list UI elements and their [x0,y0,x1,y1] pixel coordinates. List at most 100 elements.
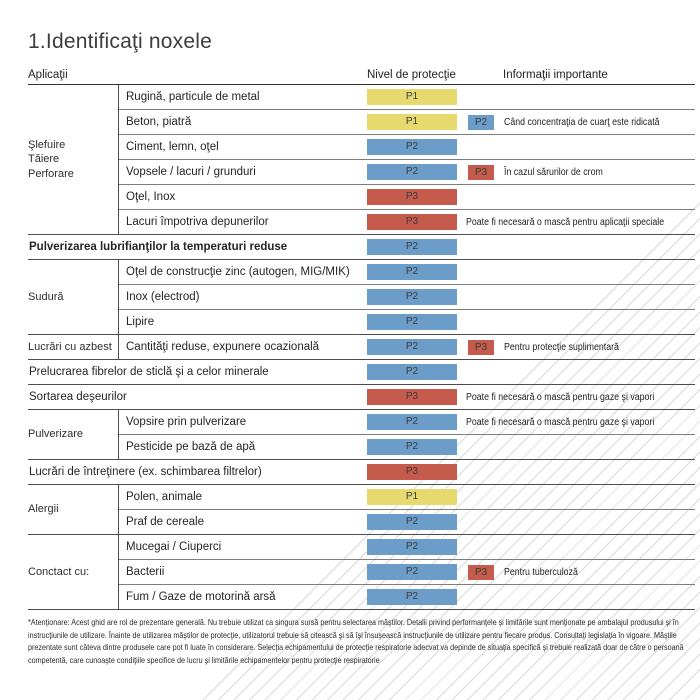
protection-level-bar: P3 [367,189,457,205]
table-row: Fum / Gaze de motorină arsă P2 [119,585,695,609]
group-label: Alergii [28,485,119,534]
section-rows: Oţel de construcţie zinc (autogen, MIG/M… [119,260,695,334]
protection-level-bar: P2 [367,414,457,430]
section-rows: Pulverizarea lubrifianţilor la temperatu… [28,235,695,259]
table-section: Sudură Oţel de construcţie zinc (autogen,… [28,260,695,335]
row-label: Pesticide pe bază de apă [126,441,256,453]
protection-level-bar: P1 [367,114,457,130]
row-label: Beton, piatră [126,116,192,128]
row-label: Oţel, Inox [126,191,176,203]
protection-level-bar: P2 [367,539,457,555]
group-label-line: Tăiere [28,153,60,166]
protection-level-bar: P2 [367,364,457,380]
protection-level-bar: P2 [367,264,457,280]
protection-level-badge: P3 [468,564,494,580]
table-section: Lucrări de întreţinere (ex. schimbarea f… [28,460,695,485]
protection-level-bar: P3 [367,214,457,230]
table-row: Inox (electrod) P2 [119,285,695,310]
protection-level-bar: P2 [367,139,457,155]
section-rows: Prelucrarea fibrelor de sticlă şi a celo… [28,360,695,384]
protection-level-bar: P2 [367,289,457,305]
protection-level-bar: P2 [367,314,457,330]
table-section: Şlefuire Tăiere Perforare Rugină, particule… [28,85,695,235]
protection-level-badge: P3 [468,339,494,355]
protection-level-bar: P3 [367,464,457,480]
table-row: Sortarea deşeurilor P3 Poate fi necesară o… [28,385,695,409]
row-note: Poate fi necesară o mască pentru gaze şi… [466,416,655,428]
section-rows: Sortarea deşeurilor P3 Poate fi necesară o… [28,385,695,409]
table-row: Bacterii P2 P3 Pentru tuberculoză [119,560,695,585]
table-section: Pulverizare Vopsire prin pulverizare P2 Poa… [28,410,695,460]
protection-level-bar: P2 [367,439,457,455]
row-label: Cantităţi reduse, expunere ocazională [126,341,320,353]
table-section: Alergii Polen, animale P1 Praf de cereale P2 [28,485,695,535]
section-rows: Rugină, particule de metal P1 Beton, piatr… [119,85,695,234]
row-label: Pulverizarea lubrifianţilor la temperatu… [29,241,288,253]
row-note: Pentru tuberculoză [504,566,578,578]
table-row: Praf de cereale P2 [119,510,695,534]
column-header-applications: Aplicaţii [28,69,68,81]
disclaimer-footnote: *Atenţionare: Acest ghid are rol de prez… [28,618,684,666]
group-label: Conctact cu: [28,535,119,609]
row-label: Rugină, particule de metal [126,91,260,103]
protection-level-badge: P3 [468,164,494,180]
protection-level-bar: P2 [367,339,457,355]
column-header-protection-level: Nivel de protecţie [367,69,456,81]
row-label: Lacuri împotriva depunerilor [126,216,269,228]
table-row: Oţel, Inox P3 [119,185,695,210]
group-label-line: Lucrări cu azbest [28,340,112,353]
row-label: Praf de cereale [126,516,204,528]
row-label: Lipire [126,316,155,328]
row-label: Oţel de construcţie zinc (autogen, MIG/M… [126,266,350,278]
group-label: Lucrări cu azbest [28,335,119,359]
section-rows: Mucegai / Ciuperci P2 Bacterii P2 P3 Pentru t… [119,535,695,609]
group-label-line: Alergii [28,503,59,516]
table-row: Vopsele / lacuri / grunduri P2 P3 În cazul … [119,160,695,185]
table-section: Conctact cu: Mucegai / Ciuperci P2 Bacterii… [28,535,695,610]
row-label: Vopsele / lacuri / grunduri [126,166,256,178]
protection-level-bar: P2 [367,564,457,580]
group-label-line: Sudură [28,290,64,303]
table-row: Mucegai / Ciuperci P2 [119,535,695,560]
table-row: Prelucrarea fibrelor de sticlă şi a celo… [28,360,695,384]
table-row: Vopsire prin pulverizare P2 Poate fi neces… [119,410,695,435]
page-title: 1.Identificaţi noxele [28,30,212,53]
row-label: Vopsire prin pulverizare [126,416,247,428]
group-label: Pulverizare [28,410,119,459]
table-row: Pesticide pe bază de apă P2 [119,435,695,459]
row-label: Inox (electrod) [126,291,200,303]
table-row: Lipire P2 [119,310,695,334]
protection-level-bar: P2 [367,239,457,255]
table-row: Pulverizarea lubrifianţilor la temperatu… [28,235,695,259]
row-label: Ciment, lemn, oţel [126,141,219,153]
table-row: Rugină, particule de metal P1 [119,85,695,110]
group-label: Sudură [28,260,119,334]
group-label-line: Conctact cu: [28,565,90,578]
section-rows: Lucrări de întreţinere (ex. schimbarea f… [28,460,695,484]
protection-level-badge: P2 [468,114,494,130]
group-label: Şlefuire Tăiere Perforare [28,85,119,234]
group-label-line: Şlefuire [28,139,66,152]
guide-page: 1.Identificaţi noxele Aplicaţii Nivel de… [28,30,695,666]
table-section: Sortarea deşeurilor P3 Poate fi necesară o… [28,385,695,410]
protection-level-bar: P1 [367,489,457,505]
table-section: Prelucrarea fibrelor de sticlă şi a celo… [28,360,695,385]
table-row: Lucrări de întreţinere (ex. schimbarea f… [28,460,695,484]
hazard-table: Şlefuire Tăiere Perforare Rugină, particule… [28,85,695,610]
section-rows: Cantităţi reduse, expunere ocazională P2 P… [119,335,695,359]
table-row: Oţel de construcţie zinc (autogen, MIG/M… [119,260,695,285]
table-section: Pulverizarea lubrifianţilor la temperatu… [28,235,695,260]
row-label: Bacterii [126,566,165,578]
group-label-line: Perforare [28,167,74,180]
row-note: Poate fi necesară o mască pentru aplicaţ… [466,216,665,228]
row-note: Poate fi necesară o mască pentru gaze şi… [466,391,655,403]
row-label: Sortarea deşeurilor [29,391,127,403]
table-row: Beton, piatră P1 P2 Când concentraţia de cu… [119,110,695,135]
column-header-important-info: Informaţii importante [503,69,608,81]
group-label-line: Pulverizare [28,428,84,441]
row-label: Lucrări de întreţinere (ex. schimbarea f… [29,466,262,478]
protection-level-bar: P2 [367,514,457,530]
table-row: Lacuri împotriva depunerilor P3 Poate fi n… [119,210,695,234]
row-label: Polen, animale [126,491,203,503]
row-note: Când concentraţia de cuarţ este ridicată [504,116,660,128]
